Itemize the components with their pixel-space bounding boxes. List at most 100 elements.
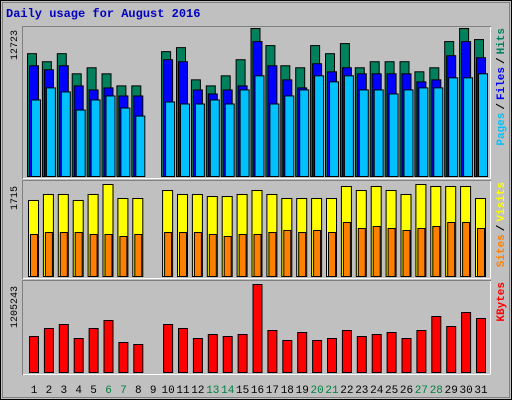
bar <box>387 227 396 278</box>
x-tick-label: 29 <box>445 385 458 397</box>
bar <box>358 89 369 177</box>
x-tick-label: 23 <box>355 385 368 397</box>
bar <box>165 101 176 177</box>
bar <box>388 93 399 177</box>
y-tick-label: 1205243 <box>10 286 21 328</box>
legend: Sites / Visits <box>496 182 508 267</box>
x-tick-label: 17 <box>266 385 279 397</box>
bar <box>119 235 128 277</box>
bar <box>341 329 352 373</box>
bar <box>135 115 146 178</box>
bar <box>283 229 292 277</box>
bar <box>268 232 277 277</box>
x-tick-label: 18 <box>281 385 294 397</box>
bar <box>254 75 265 177</box>
y-tick-label: 1715 <box>10 186 21 210</box>
bar <box>239 89 250 177</box>
bar <box>223 235 232 277</box>
bar <box>209 99 220 177</box>
bar <box>297 331 308 374</box>
bar <box>178 327 188 373</box>
bar <box>222 335 233 373</box>
x-tick-label: 12 <box>191 385 204 397</box>
x-tick-label: 27 <box>415 385 428 397</box>
bar <box>431 315 442 373</box>
bar <box>179 232 187 277</box>
bar <box>284 95 295 177</box>
x-tick-label: 3 <box>60 385 67 397</box>
legend-separator: / <box>496 224 508 231</box>
bar <box>299 89 310 177</box>
bar <box>180 103 190 177</box>
x-tick-label: 30 <box>459 385 472 397</box>
x-tick-label: 28 <box>430 385 443 397</box>
legend-entry: Hits <box>496 28 508 54</box>
bar <box>120 107 131 177</box>
bar <box>103 319 114 374</box>
bar <box>43 327 54 373</box>
bar <box>90 99 101 177</box>
bar <box>328 232 336 277</box>
bar <box>224 103 235 177</box>
x-tick-label: 31 <box>474 385 488 397</box>
bar <box>58 323 69 373</box>
bar <box>402 229 411 277</box>
x-tick-label: 1 <box>31 385 38 397</box>
bar <box>372 226 381 277</box>
bar <box>298 232 307 277</box>
x-tick-label: 11 <box>176 385 190 397</box>
x-tick-label: 22 <box>340 385 353 397</box>
legend-entry: KBytes <box>496 282 508 322</box>
bar <box>477 227 485 278</box>
bar <box>401 337 412 373</box>
x-tick-label: 16 <box>251 385 264 397</box>
bar <box>342 221 351 278</box>
bar <box>416 329 427 373</box>
bar <box>327 337 337 373</box>
bar <box>133 343 144 373</box>
x-tick-label: 10 <box>161 385 174 397</box>
bar <box>60 91 71 177</box>
x-tick-label: 5 <box>90 385 97 397</box>
bar <box>433 87 444 177</box>
x-tick-label: 26 <box>400 385 413 397</box>
legend-separator: / <box>496 103 508 110</box>
bar <box>44 232 53 277</box>
bar <box>446 325 457 374</box>
bar <box>89 233 98 278</box>
bar <box>356 335 367 373</box>
bar <box>357 227 366 278</box>
x-tick-label: 21 <box>325 385 339 397</box>
bar <box>134 233 143 278</box>
bar <box>371 333 382 374</box>
bar <box>269 103 280 177</box>
x-tick-label: 2 <box>46 385 53 397</box>
x-tick-label: 9 <box>150 385 157 397</box>
bar <box>252 284 263 373</box>
bar <box>373 89 384 177</box>
bar <box>314 75 325 177</box>
bar <box>75 109 86 177</box>
bar <box>88 327 99 373</box>
legend-separator: / <box>496 57 508 64</box>
bar <box>432 226 441 277</box>
x-tick-label: 13 <box>206 385 219 397</box>
bar <box>461 311 472 374</box>
x-tick-label: 14 <box>221 385 235 397</box>
bar <box>31 99 41 177</box>
bar <box>312 339 323 374</box>
bar <box>118 341 129 374</box>
bar <box>343 75 354 177</box>
bar <box>282 339 293 374</box>
bar <box>418 87 429 177</box>
x-tick-label: 7 <box>120 385 127 397</box>
legend-entry: Visits <box>496 182 508 222</box>
x-tick-label: 24 <box>370 385 384 397</box>
bar <box>478 73 488 177</box>
bar <box>194 103 205 177</box>
x-tick-label: 19 <box>296 385 309 397</box>
bar <box>329 81 339 177</box>
bar <box>386 331 397 374</box>
